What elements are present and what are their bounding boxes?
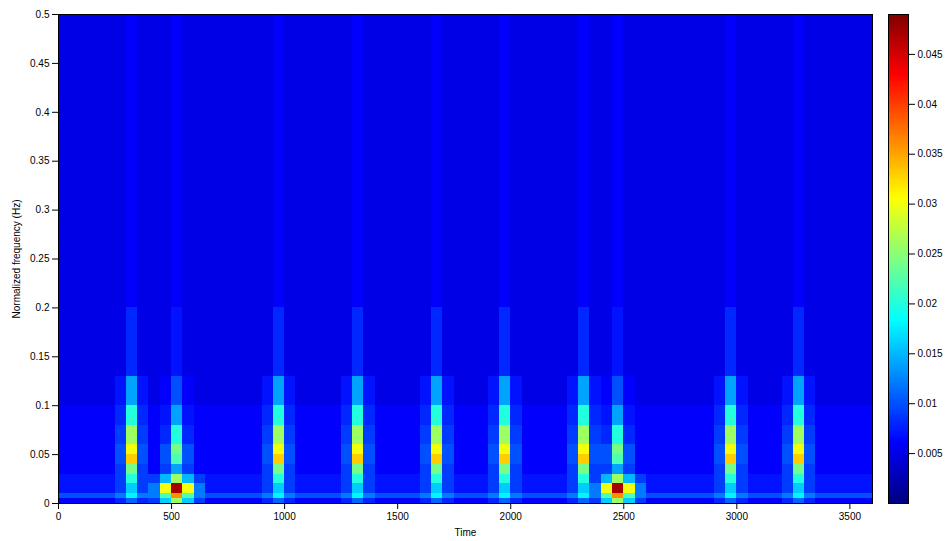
- svg-text:3500: 3500: [839, 511, 862, 522]
- svg-text:0.2: 0.2: [36, 302, 50, 313]
- svg-text:0.045: 0.045: [918, 49, 943, 60]
- svg-text:1000: 1000: [273, 511, 296, 522]
- svg-text:3000: 3000: [726, 511, 749, 522]
- svg-text:0.1: 0.1: [36, 400, 50, 411]
- svg-text:0.03: 0.03: [918, 198, 938, 209]
- svg-text:2500: 2500: [613, 511, 636, 522]
- svg-text:2000: 2000: [500, 511, 523, 522]
- svg-text:1500: 1500: [387, 511, 410, 522]
- svg-text:0.02: 0.02: [918, 298, 938, 309]
- svg-text:0.04: 0.04: [918, 99, 938, 110]
- svg-text:0.005: 0.005: [918, 448, 943, 459]
- svg-text:0.45: 0.45: [30, 58, 50, 69]
- svg-text:0.015: 0.015: [918, 348, 943, 359]
- svg-text:0: 0: [44, 498, 50, 509]
- svg-text:0: 0: [56, 511, 62, 522]
- svg-text:0.15: 0.15: [30, 351, 50, 362]
- svg-text:0.01: 0.01: [918, 398, 938, 409]
- svg-text:0.5: 0.5: [36, 9, 50, 20]
- svg-text:0.4: 0.4: [36, 107, 50, 118]
- svg-text:0.025: 0.025: [918, 248, 943, 259]
- svg-text:0.25: 0.25: [30, 253, 50, 264]
- svg-text:Time: Time: [455, 527, 477, 538]
- svg-text:500: 500: [163, 511, 180, 522]
- svg-text:0.035: 0.035: [918, 148, 943, 159]
- svg-text:0.3: 0.3: [36, 204, 50, 215]
- svg-text:0.05: 0.05: [30, 449, 50, 460]
- svg-text:0.35: 0.35: [30, 155, 50, 166]
- svg-text:Normalized frequency (Hz): Normalized frequency (Hz): [11, 200, 22, 319]
